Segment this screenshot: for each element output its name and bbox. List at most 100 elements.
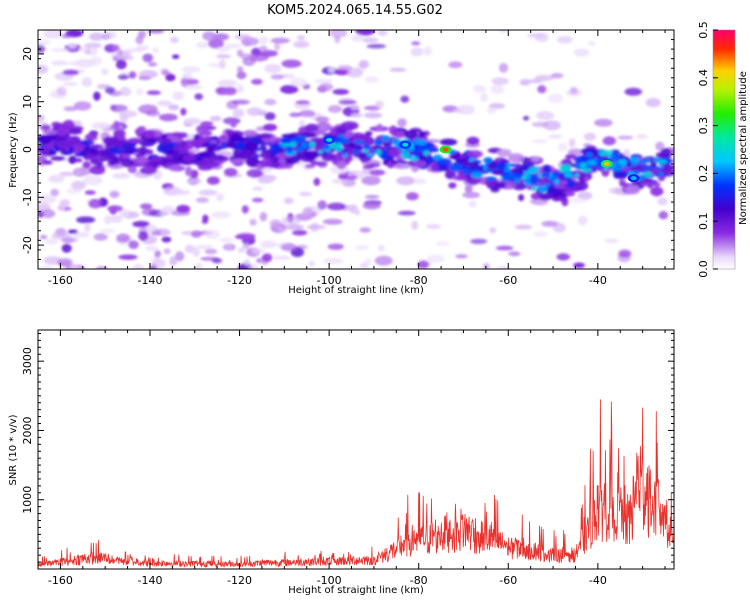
heatmap-core-blob [301,142,307,149]
heatmap-core-blob [630,156,640,164]
heatmap-noise-blob [252,197,264,203]
heatmap-noise-blob [645,97,661,108]
heatmap-core-blob [581,167,592,173]
heatmap-noise-blob [180,77,189,88]
heatmap-x-tick-label: -140 [137,274,162,287]
heatmap-ridge-blob [71,138,80,144]
heatmap-noise-blob [218,59,226,70]
heatmap-noise-blob [195,262,203,269]
heatmap-noise-blob [251,247,266,255]
heatmap-noise-blob [172,54,180,59]
heatmap-peak [630,176,637,181]
heatmap-noise-blob [147,62,158,67]
heatmap-noise-blob [556,253,571,261]
heatmap-noise-blob [194,93,203,100]
colorbar-frame [712,29,736,270]
snr-x-tick-label: -60 [499,574,517,587]
heatmap-core-blob [531,185,536,192]
heatmap-noise-blob [350,112,363,118]
heatmap-noise-blob [110,104,128,113]
heatmap-ridge-blob [662,164,674,169]
heatmap-ridge-blob [448,182,457,189]
heatmap-ridge-blob [311,161,326,166]
heatmap-noise-blob [567,148,584,156]
heatmap-ridge-blob [121,146,137,155]
heatmap-noise-blob [83,175,103,186]
heatmap-noise-blob [519,79,531,86]
heatmap-noise-blob [289,112,302,118]
heatmap-ridge-blob [72,167,88,177]
heatmap-ridge-blob [430,163,439,172]
heatmap-noise-blob [169,36,179,43]
heatmap-noise-blob [573,262,585,269]
heatmap-ridge-blob [163,138,172,145]
heatmap-ridge-blob [554,196,568,202]
heatmap-noise-blob [317,200,327,210]
heatmap-core-blob [317,150,324,154]
heatmap-ridge-blob [462,191,481,199]
heatmap-noise-blob [426,224,441,229]
heatmap-ridge-blob [494,181,507,189]
heatmap-noise-blob [299,191,312,197]
heatmap-noise-blob [73,101,92,111]
heatmap-noise-blob [154,250,161,258]
heatmap-noise-blob [57,204,66,211]
heatmap-noise-blob [195,197,209,203]
heatmap-noise-blob [358,59,369,69]
heatmap-noise-blob [274,41,281,52]
heatmap-noise-blob [147,30,165,34]
heatmap-noise-blob [66,60,84,66]
heatmap-noise-blob [246,107,263,116]
heatmap-noise-blob [217,79,237,87]
heatmap-noise-blob [93,233,108,241]
heatmap-ridge-blob [80,139,95,145]
heatmap-noise-blob [567,197,588,204]
heatmap-noise-blob [417,260,430,269]
heatmap-noise-blob [242,242,250,250]
heatmap-core-blob [322,144,330,149]
heatmap-x-tick-label: -80 [410,274,428,287]
heatmap-noise-blob [470,238,488,245]
snr-y-tick-label: 2000 [21,416,34,444]
heatmap-y-tick-label: -10 [21,188,34,206]
heatmap-noise-blob [310,222,319,232]
heatmap-ridge-blob [38,147,51,155]
heatmap-ridge-blob [340,121,359,131]
heatmap-ridge-blob [38,134,52,145]
heatmap-noise-blob [332,88,350,95]
heatmap-noise-blob [435,241,450,247]
heatmap-noise-blob [171,189,191,195]
heatmap-ridge-blob [229,158,244,164]
heatmap-noise-blob [59,199,71,207]
heatmap-ridge-blob [89,166,106,175]
heatmap-noise-blob [175,251,185,262]
heatmap-noise-blob [487,106,496,114]
heatmap-noise-blob [128,71,137,79]
heatmap-noise-blob [104,86,116,94]
heatmap-noise-blob [232,108,245,118]
snr-x-tick-label: -40 [589,574,607,587]
heatmap-noise-blob [41,209,56,219]
heatmap-noise-blob [224,244,234,250]
heatmap-ridge-blob [235,136,247,143]
heatmap-x-tick-label: -100 [317,274,342,287]
heatmap-noise-blob [116,233,131,243]
heatmap-noise-blob [180,108,187,116]
heatmap-noise-blob [211,258,223,264]
heatmap-noise-blob [237,247,245,254]
heatmap-noise-blob [225,43,243,49]
heatmap-noise-blob [158,113,178,122]
heatmap-noise-blob [230,118,238,128]
heatmap-noise-blob [205,229,221,240]
heatmap-noise-blob [608,187,622,194]
heatmap-ridge-blob [259,144,267,153]
heatmap-noise-blob [51,232,71,240]
heatmap-noise-blob [293,40,310,49]
heatmap-noise-blob [389,67,407,72]
heatmap-noise-blob [528,78,543,84]
heatmap-ridge-blob [530,192,541,200]
heatmap-ridge-blob [82,161,91,169]
heatmap-noise-blob [191,230,202,238]
heatmap-ridge-blob [74,158,83,163]
